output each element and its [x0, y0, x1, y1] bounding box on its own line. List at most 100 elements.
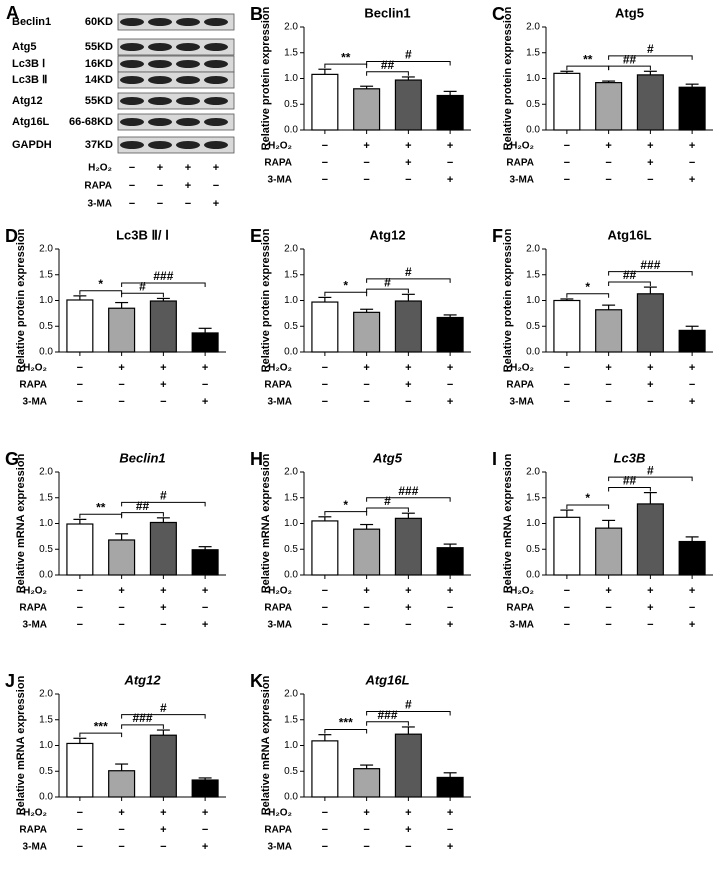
- y-tick-label: 0.0: [284, 125, 298, 136]
- condition-mark: −: [363, 602, 369, 614]
- chart-title: Atg12: [369, 227, 405, 242]
- significance-label: ##: [381, 58, 395, 72]
- band: [148, 141, 172, 149]
- condition-name: RAPA: [19, 825, 47, 836]
- condition-mark: −: [605, 619, 611, 631]
- bar: [678, 540, 706, 576]
- band: [176, 18, 200, 26]
- bar: [595, 309, 623, 353]
- significance-bracket: [121, 501, 206, 507]
- band: [176, 97, 200, 105]
- band: [204, 118, 228, 126]
- condition-mark: +: [202, 585, 208, 597]
- condition-name: 3-MA: [268, 397, 292, 408]
- bar: [394, 300, 422, 353]
- y-tick-label: 1.5: [39, 269, 53, 280]
- condition-name: RAPA: [19, 380, 47, 391]
- panel-label: D: [5, 226, 18, 246]
- condition-mark: +: [213, 162, 219, 174]
- bar: [436, 94, 464, 131]
- significance-label: ###: [398, 484, 418, 498]
- bar: [394, 517, 422, 576]
- condition-mark: −: [322, 140, 328, 152]
- condition-mark: +: [405, 807, 411, 819]
- y-axis-label: Relative mRNA expression: [15, 675, 27, 815]
- condition-mark: +: [689, 396, 695, 408]
- chart-title: Atg16L: [364, 672, 409, 687]
- condition-mark: −: [564, 585, 570, 597]
- condition-mark: +: [185, 162, 191, 174]
- condition-mark: +: [118, 585, 124, 597]
- condition-mark: −: [647, 174, 653, 186]
- condition-mark: +: [160, 362, 166, 374]
- condition-mark: +: [689, 619, 695, 631]
- condition-name: RAPA: [264, 380, 292, 391]
- condition-mark: −: [647, 619, 653, 631]
- condition-mark: −: [405, 619, 411, 631]
- significance-bracket: [121, 512, 164, 517]
- significance-label: #: [405, 265, 412, 279]
- y-tick-label: 1.5: [284, 47, 298, 58]
- significance-bracket: [366, 507, 409, 513]
- significance-bracket: [79, 290, 123, 295]
- y-tick-label: 1.5: [284, 714, 298, 725]
- chart-title: Lc3B: [614, 450, 646, 465]
- condition-mark: −: [129, 180, 135, 192]
- condition-name: H₂O₂: [510, 586, 534, 597]
- band-name: Atg16L: [12, 116, 50, 128]
- bar: [353, 528, 381, 576]
- condition-mark: −: [689, 157, 695, 169]
- panel-label: K: [250, 671, 263, 691]
- significance-label: *: [98, 277, 103, 291]
- condition-mark: +: [405, 379, 411, 391]
- condition-mark: −: [322, 602, 328, 614]
- y-tick-label: 0.5: [284, 99, 298, 110]
- chart-title: Atg5: [372, 450, 403, 465]
- band: [148, 118, 172, 126]
- band: [204, 76, 228, 84]
- y-tick-label: 0.5: [39, 321, 53, 332]
- y-axis-label: Relative protein expression: [502, 228, 514, 372]
- bar: [678, 86, 706, 131]
- condition-name: H₂O₂: [23, 808, 47, 819]
- condition-mark: +: [213, 198, 219, 210]
- condition-mark: −: [160, 841, 166, 853]
- condition-name: 3-MA: [23, 397, 47, 408]
- condition-mark: −: [185, 198, 191, 210]
- condition-mark: +: [647, 602, 653, 614]
- condition-mark: −: [564, 379, 570, 391]
- condition-mark: −: [118, 602, 124, 614]
- significance-label: #: [160, 701, 167, 715]
- significance-bracket: [566, 504, 610, 509]
- y-axis-label: Relative protein expression: [15, 228, 27, 372]
- bar: [66, 299, 94, 353]
- significance-bracket: [121, 724, 164, 729]
- y-tick-label: 2.0: [39, 689, 53, 700]
- y-tick-label: 1.5: [284, 269, 298, 280]
- condition-mark: +: [447, 396, 453, 408]
- y-tick-label: 2.0: [284, 467, 298, 478]
- condition-mark: +: [605, 140, 611, 152]
- condition-mark: −: [363, 841, 369, 853]
- y-tick-label: 0.5: [526, 321, 540, 332]
- chart-title: Atg16L: [607, 227, 651, 242]
- significance-bracket: [366, 721, 409, 726]
- condition-mark: −: [129, 198, 135, 210]
- condition-name: RAPA: [84, 181, 112, 192]
- bar: [108, 307, 136, 353]
- condition-mark: −: [447, 602, 453, 614]
- condition-mark: −: [363, 619, 369, 631]
- y-tick-label: 1.5: [39, 714, 53, 725]
- condition-mark: −: [689, 379, 695, 391]
- y-tick-label: 1.0: [39, 740, 53, 751]
- band: [120, 97, 144, 105]
- bar: [191, 549, 219, 576]
- significance-bracket: [324, 63, 368, 69]
- condition-name: H₂O₂: [268, 808, 292, 819]
- band-name: Atg12: [12, 95, 43, 107]
- condition-mark: +: [202, 807, 208, 819]
- bar: [311, 301, 339, 353]
- y-tick-label: 2.0: [526, 22, 540, 33]
- band: [176, 141, 200, 149]
- bar: [436, 316, 464, 353]
